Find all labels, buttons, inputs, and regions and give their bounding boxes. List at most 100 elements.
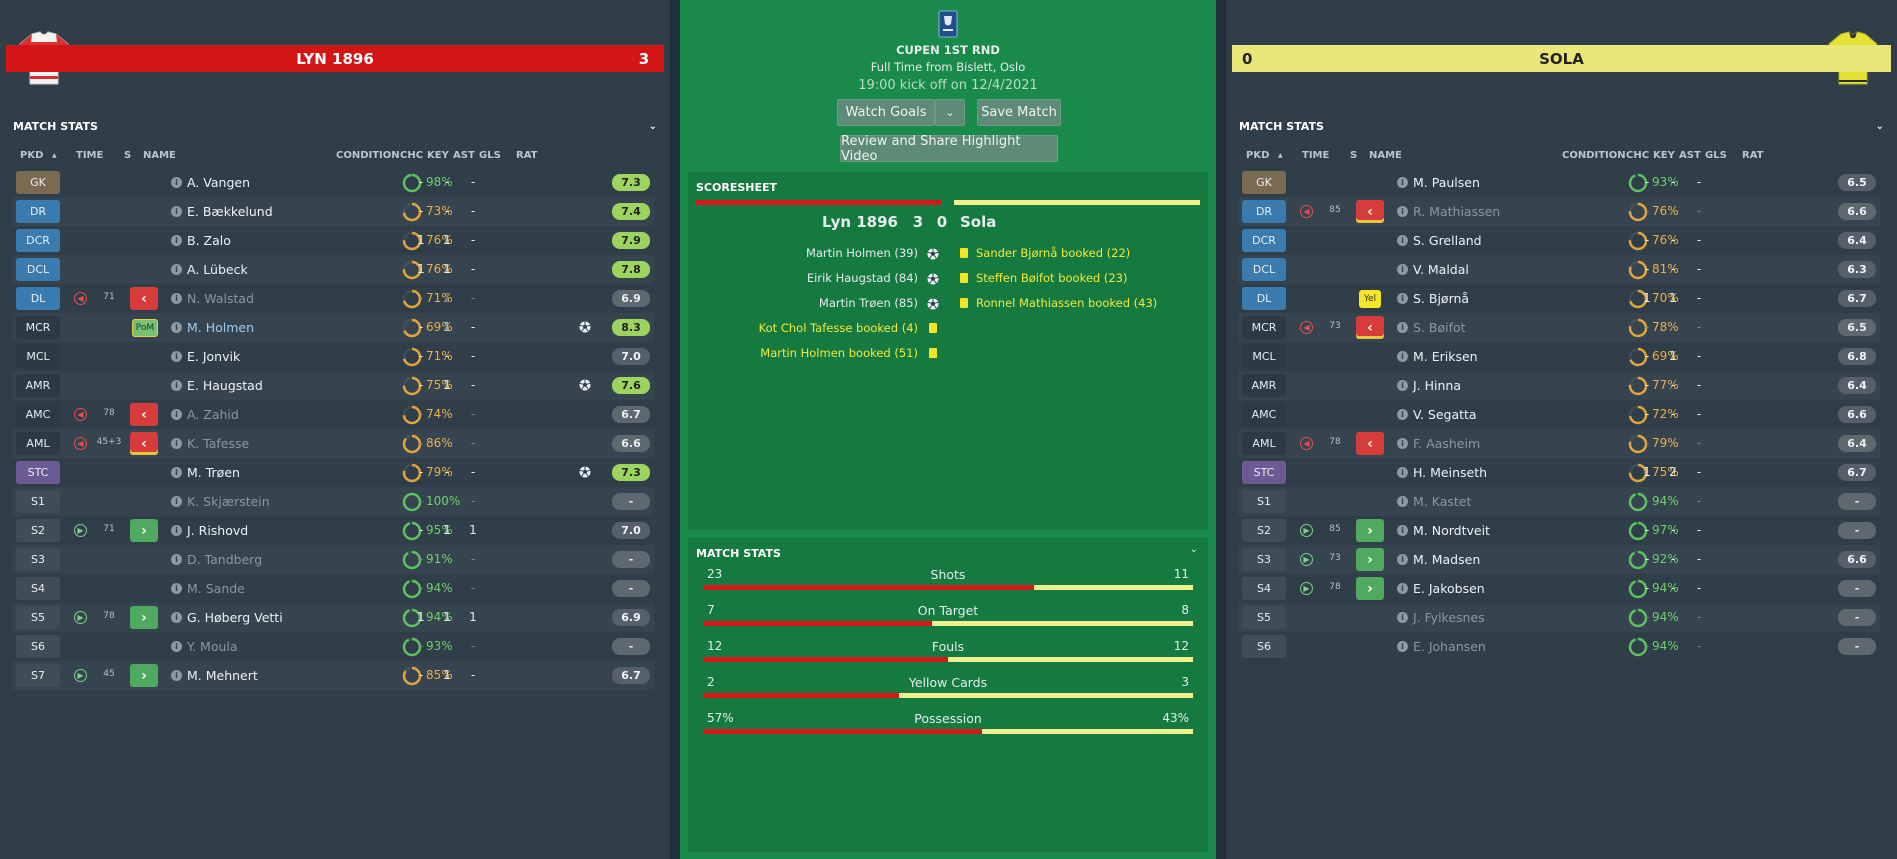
info-icon[interactable]: i: [171, 641, 182, 652]
column-header-rat[interactable]: RAT: [516, 149, 538, 161]
player-name[interactable]: E. Haugstad: [187, 378, 263, 393]
column-header-gls[interactable]: GLS: [1705, 149, 1727, 161]
player-row[interactable]: AML ◀ 78 ‹ i F. Aasheim 79% - - -6.4: [1238, 429, 1880, 458]
player-row[interactable]: S7 ▶ 45 › i M. Mehnert 85% -1-6.7: [12, 661, 654, 690]
info-icon[interactable]: i: [1397, 322, 1408, 333]
info-icon[interactable]: i: [1397, 583, 1408, 594]
info-icon[interactable]: i: [171, 583, 182, 594]
player-name[interactable]: Y. Moula: [187, 639, 238, 654]
player-name[interactable]: J. Rishovd: [187, 523, 249, 538]
player-name[interactable]: M. Holmen: [187, 320, 255, 335]
player-row[interactable]: DCR i B. Zalo 76% 1 1 - 7.9: [12, 226, 654, 255]
player-row[interactable]: STC i M. Trøen 79% - - -7.3: [12, 458, 654, 487]
column-header-s[interactable]: S: [1350, 149, 1358, 161]
info-icon[interactable]: i: [171, 670, 182, 681]
player-row[interactable]: S1 i M. Kastet 94% - - - -: [1238, 487, 1880, 516]
player-name[interactable]: M. Nordtveit: [1413, 523, 1490, 538]
column-header-s[interactable]: S: [124, 149, 132, 161]
player-row[interactable]: S6 i Y. Moula 93% - - - -: [12, 632, 654, 661]
column-header-chc[interactable]: CHC: [1626, 149, 1650, 161]
info-icon[interactable]: i: [171, 467, 182, 478]
player-name[interactable]: F. Aasheim: [1413, 436, 1481, 451]
column-header-ast[interactable]: AST: [1679, 149, 1701, 161]
column-header-pkd[interactable]: PKD: [1246, 149, 1270, 161]
info-icon[interactable]: i: [1397, 438, 1408, 449]
info-icon[interactable]: i: [171, 206, 182, 217]
info-icon[interactable]: i: [171, 438, 182, 449]
player-row[interactable]: GK i M. Paulsen 93% - - -6.5: [1238, 168, 1880, 197]
player-name[interactable]: M. Eriksen: [1413, 349, 1478, 364]
player-row[interactable]: S5 ▶ 78 › i G. Høberg Vetti 94% 1 1 1 6.9: [12, 603, 654, 632]
column-header-time[interactable]: TIME: [76, 149, 104, 161]
info-icon[interactable]: i: [171, 264, 182, 275]
player-name[interactable]: J. Hinna: [1413, 378, 1462, 393]
player-name[interactable]: K. Tafesse: [187, 436, 250, 451]
player-name[interactable]: E. Jakobsen: [1413, 581, 1485, 596]
chevron-down-icon[interactable]: ⌄: [648, 120, 657, 132]
info-icon[interactable]: i: [1397, 554, 1408, 565]
column-header-gls[interactable]: GLS: [479, 149, 501, 161]
info-icon[interactable]: i: [1397, 467, 1408, 478]
player-name[interactable]: V. Segatta: [1413, 407, 1477, 422]
player-row[interactable]: S6 i E. Johansen 94% - - - -: [1238, 632, 1880, 661]
info-icon[interactable]: i: [1397, 641, 1408, 652]
player-name[interactable]: M. Trøen: [187, 465, 240, 480]
player-row[interactable]: S5 i J. Fylkesnes 94% - - - -: [1238, 603, 1880, 632]
player-name[interactable]: A. Lübeck: [187, 262, 248, 277]
player-row[interactable]: AMC i V. Segatta 72% - - -6.6: [1238, 400, 1880, 429]
info-icon[interactable]: i: [1397, 264, 1408, 275]
player-row[interactable]: DCL i A. Lübeck 76% 1 1 - 7.8: [12, 255, 654, 284]
info-icon[interactable]: i: [171, 235, 182, 246]
info-icon[interactable]: i: [1397, 525, 1408, 536]
player-name[interactable]: S. Bøifot: [1413, 320, 1466, 335]
column-header-ast[interactable]: AST: [453, 149, 475, 161]
column-header-condition[interactable]: CONDITION: [336, 149, 400, 161]
player-name[interactable]: R. Mathiassen: [1413, 204, 1501, 219]
watch-goals-button[interactable]: Watch Goals: [837, 99, 935, 126]
player-row[interactable]: S1 i K. Skjærstein 100% - - - -: [12, 487, 654, 516]
away-match-stats-header[interactable]: MATCH STATS ⌄: [1239, 118, 1884, 134]
player-name[interactable]: M. Madsen: [1413, 552, 1481, 567]
player-name[interactable]: M. Paulsen: [1413, 175, 1480, 190]
player-row[interactable]: DL Yel i S. Bjørnå 70% 1 1 - 6.7: [1238, 284, 1880, 313]
player-name[interactable]: V. Maldal: [1413, 262, 1469, 277]
player-row[interactable]: S3 ▶ 73 › i M. Madsen 92% - - -6.6: [1238, 545, 1880, 574]
column-header-rat[interactable]: RAT: [1742, 149, 1764, 161]
info-icon[interactable]: i: [1397, 293, 1408, 304]
chevron-down-icon[interactable]: ⌄: [1875, 120, 1884, 132]
info-icon[interactable]: i: [1397, 177, 1408, 188]
player-name[interactable]: J. Fylkesnes: [1413, 610, 1485, 625]
info-icon[interactable]: i: [171, 525, 182, 536]
player-name[interactable]: E. Johansen: [1413, 639, 1486, 654]
player-row[interactable]: AMR i E. Haugstad 75% -1-7.6: [12, 371, 654, 400]
watch-goals-dropdown-button[interactable]: ⌄: [935, 99, 965, 126]
player-name[interactable]: B. Zalo: [187, 233, 231, 248]
info-icon[interactable]: i: [171, 177, 182, 188]
column-header-time[interactable]: TIME: [1302, 149, 1330, 161]
info-icon[interactable]: i: [171, 612, 182, 623]
player-row[interactable]: AMR i J. Hinna 77% - - -6.4: [1238, 371, 1880, 400]
player-row[interactable]: DR i E. Bækkelund 73% - - -7.4: [12, 197, 654, 226]
player-row[interactable]: S2 ▶ 71 › i J. Rishovd 95% - 1 1 7.0: [12, 516, 654, 545]
player-name[interactable]: M. Kastet: [1413, 494, 1472, 509]
player-name[interactable]: N. Walstad: [187, 291, 254, 306]
info-icon[interactable]: i: [1397, 235, 1408, 246]
info-icon[interactable]: i: [1397, 380, 1408, 391]
player-row[interactable]: S2 ▶ 85 › i M. Nordtveit 97% - - - -: [1238, 516, 1880, 545]
info-icon[interactable]: i: [171, 496, 182, 507]
player-row[interactable]: MCL i E. Jonvik 71% - - -7.0: [12, 342, 654, 371]
info-icon[interactable]: i: [171, 554, 182, 565]
column-header-name[interactable]: NAME: [1369, 149, 1402, 161]
player-row[interactable]: DCR i S. Grelland 76% - - -6.4: [1238, 226, 1880, 255]
info-icon[interactable]: i: [1397, 409, 1408, 420]
info-icon[interactable]: i: [1397, 612, 1408, 623]
home-match-stats-header[interactable]: MATCH STATS ⌄: [13, 118, 657, 134]
player-row[interactable]: MCL i M. Eriksen 69% -1-6.8: [1238, 342, 1880, 371]
player-name[interactable]: E. Jonvik: [187, 349, 241, 364]
player-row[interactable]: S4 i M. Sande 94% - - - -: [12, 574, 654, 603]
info-icon[interactable]: i: [1397, 351, 1408, 362]
info-icon[interactable]: i: [1397, 206, 1408, 217]
player-row[interactable]: AMC ◀ 78 ‹ i A. Zahid 74% - - -6.7: [12, 400, 654, 429]
column-header-key[interactable]: KEY: [1653, 149, 1675, 161]
player-name[interactable]: S. Bjørnå: [1413, 291, 1470, 306]
